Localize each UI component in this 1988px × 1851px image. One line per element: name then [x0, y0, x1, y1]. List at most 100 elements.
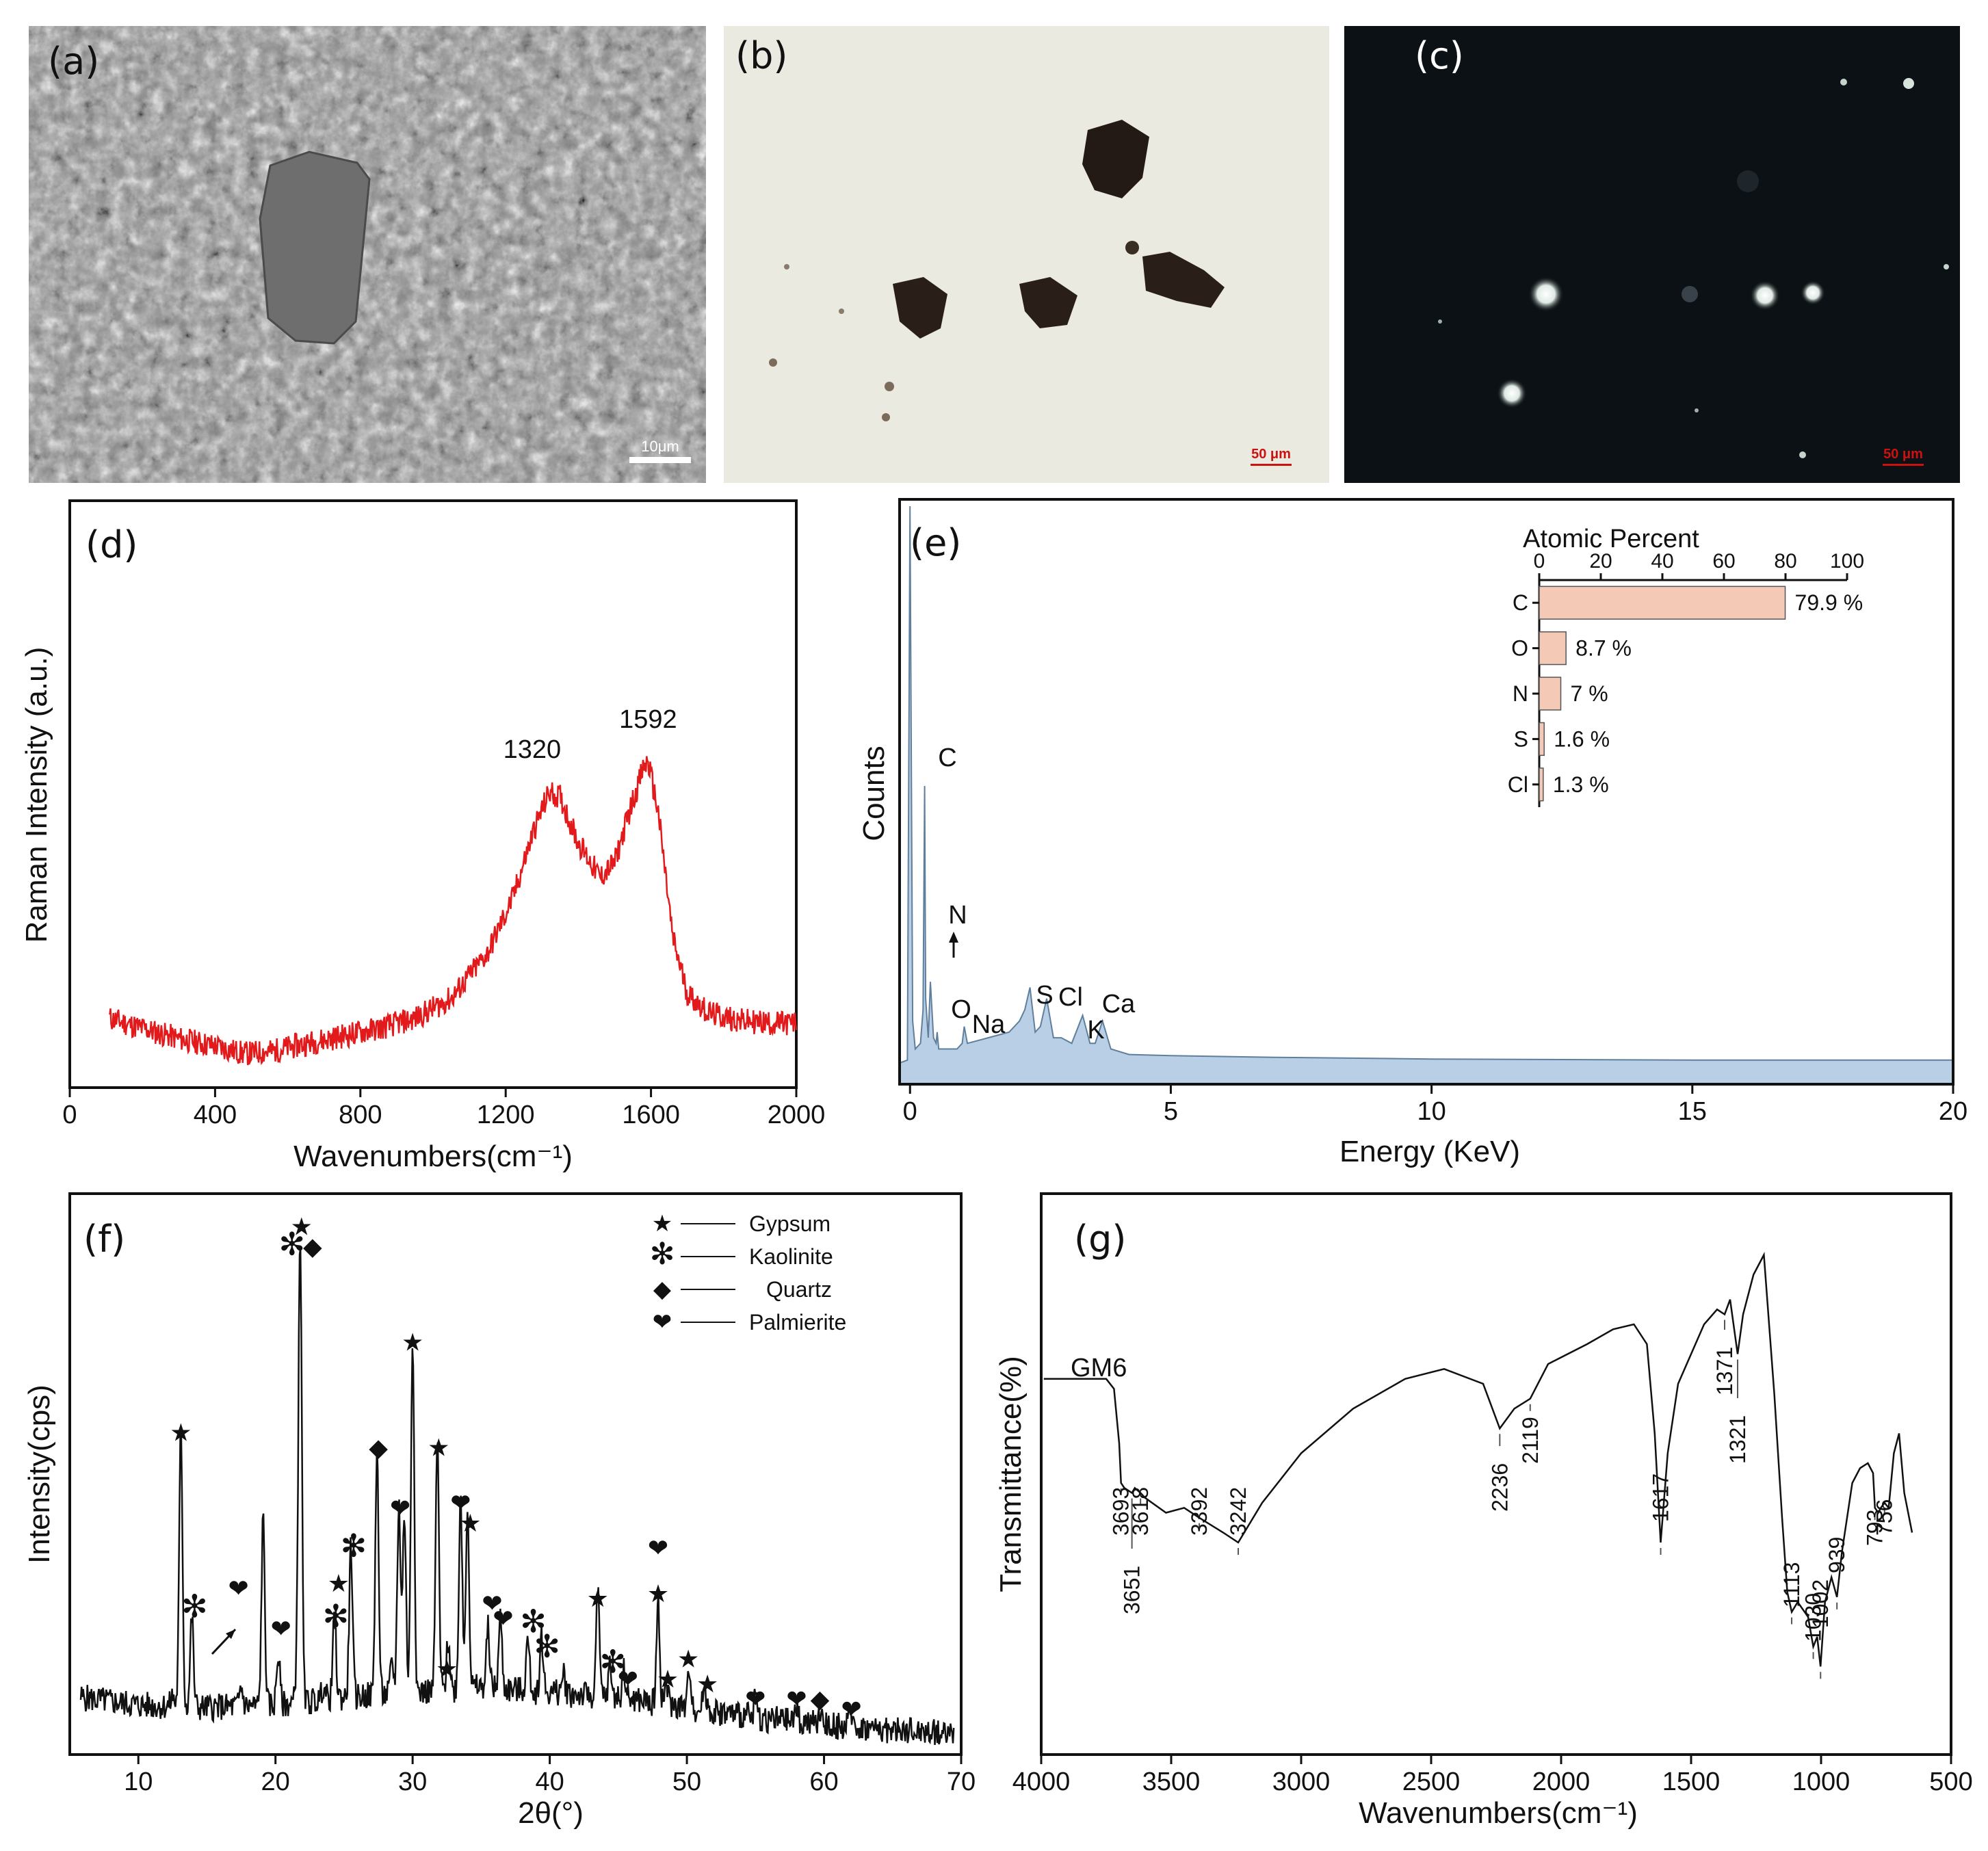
xrd-phase-marker: ★: [459, 1510, 481, 1538]
xrd-phase-marker: ★: [402, 1328, 423, 1356]
ftir-x-axis-label: Wavenumbers(cm⁻¹): [1359, 1796, 1638, 1830]
eds-x-tick-label: 0: [903, 1097, 917, 1126]
eds-n-arrow-head: [949, 932, 958, 943]
xrd-phase-marker: ★: [328, 1570, 350, 1598]
xrd-x-tick-label: 40: [535, 1768, 564, 1796]
ftir-peak-label: 2119: [1518, 1417, 1543, 1464]
raman-x-axis-label: Wavenumbers(cm⁻¹): [293, 1140, 573, 1173]
eds-inset-bar-chart: Atomic Percent 0 20 40 60 80 100 C 79.9 % O 8.7 %…: [1508, 525, 1864, 807]
xrd-phase-marker: ✻: [278, 1226, 305, 1263]
chart-ftir: (g) 4000 3500 3000 2500 2000 1500 1000 500 GM6 …: [994, 1192, 1973, 1830]
inset-tick-label: 40: [1651, 550, 1673, 573]
particle: [1019, 277, 1077, 328]
xrd-phase-marker: ❤: [271, 1615, 291, 1643]
panel-e-label: (e): [910, 521, 961, 564]
inset-value-label: 1.3 %: [1553, 772, 1609, 797]
inset-bar-s: [1539, 722, 1545, 757]
ftir-x-tick-label: 3000: [1272, 1768, 1331, 1796]
xrd-y-axis-label: Intensity(cps): [23, 1384, 56, 1564]
xrd-phase-marker: ★: [677, 1645, 699, 1673]
xrd-legend-symbol: ◆: [653, 1276, 672, 1303]
ftir-peak-label: 793: [1863, 1510, 1887, 1546]
inset-bar-c: [1539, 586, 1786, 620]
eds-element-label: Ca: [1102, 990, 1136, 1019]
inset-category-label: C: [1513, 590, 1528, 615]
xrd-x-tick-label: 20: [261, 1768, 290, 1796]
eds-y-axis-label: Counts: [857, 746, 891, 841]
eds-x-axis-label: Energy (KeV): [1339, 1135, 1520, 1168]
particle: [893, 277, 947, 339]
raman-plot-frame: [68, 499, 798, 1089]
ftir-peak-label: 1321: [1725, 1415, 1750, 1464]
inset-bar-n: [1539, 677, 1562, 711]
eds-element-label: Cl: [1058, 983, 1083, 1012]
inset-tick-label: 100: [1830, 550, 1864, 573]
xrd-legend-symbol: ❤: [653, 1309, 672, 1336]
eds-element-label: C: [938, 744, 956, 772]
xrd-phase-marker: ❤: [745, 1685, 766, 1714]
xrd-phase-marker: ◆: [811, 1685, 830, 1714]
eds-x-tick-label: 15: [1678, 1097, 1707, 1126]
raman-peak-label: 1592: [619, 705, 677, 734]
ftir-peak-label: 1030: [1801, 1593, 1826, 1642]
xrd-phase-marker: ❤: [228, 1575, 248, 1603]
ftir-peak-label: 3392: [1187, 1487, 1212, 1536]
xrd-phase-marker: ✻: [341, 1527, 367, 1564]
optical-c-scalebar: [1883, 464, 1924, 466]
xrd-phase-marker: ✻: [181, 1588, 208, 1625]
ftir-x-tick-label: 2000: [1532, 1768, 1591, 1796]
xrd-x-tick-label: 50: [672, 1768, 701, 1796]
inset-tick-label: 80: [1774, 550, 1796, 573]
raman-peak-label: 1320: [503, 735, 562, 764]
ftir-y-axis-label: Transmittance(%): [994, 1356, 1028, 1592]
bright-grain: [1799, 451, 1806, 458]
bright-grain: [1944, 264, 1949, 270]
particle: [885, 382, 894, 391]
ftir-peak-label: 1617: [1649, 1473, 1673, 1522]
ftir-series-name: GM6: [1071, 1354, 1127, 1382]
chart-raman: (d) 0 400 800 1200 1600 2000 1320 1592 Wavenum…: [20, 499, 825, 1173]
ftir-spectrum-line: [1043, 1252, 1913, 1667]
bright-grain: [1840, 79, 1847, 86]
optical-b-scalebar: [1251, 464, 1292, 466]
inset-title: Atomic Percent: [1523, 525, 1699, 553]
particle: [1125, 241, 1139, 254]
xrd-legend-label: Quartz: [766, 1277, 832, 1302]
bright-grain: [1438, 319, 1442, 324]
sem-scalebar: [629, 457, 691, 463]
xrd-phase-marker: ❤: [648, 1535, 668, 1563]
ftir-peak-label: 939: [1824, 1537, 1849, 1573]
ftir-peak-label: 2236: [1487, 1463, 1512, 1512]
inset-category-label: S: [1514, 726, 1528, 751]
ftir-plot-frame: [1040, 1192, 1952, 1756]
xrd-phase-marker: ◆: [369, 1434, 388, 1462]
sem-scalebar-label: 10μm: [641, 438, 679, 455]
ftir-peak-label: 1371: [1712, 1347, 1737, 1395]
xrd-x-tick-label: 10: [124, 1768, 153, 1796]
ftir-peak-label: 1002: [1808, 1579, 1833, 1628]
eds-x-tick-label: 10: [1417, 1097, 1446, 1126]
raman-spectrum-line: [109, 756, 798, 1066]
ftir-x-tick-label: 500: [1929, 1768, 1972, 1796]
particle: [784, 264, 789, 270]
panel-c-label: (c): [1415, 34, 1464, 77]
particle: [1082, 120, 1149, 198]
panel-b-label: (b): [735, 34, 787, 77]
xrd-phase-marker: ✻: [534, 1628, 560, 1665]
eds-element-label: Na: [972, 1010, 1006, 1039]
ftir-x-tick-label: 2500: [1402, 1768, 1461, 1796]
xrd-phase-marker: ❤: [618, 1666, 638, 1694]
optical-image-bright: [724, 26, 1329, 483]
ftir-peak-label: 1113: [1779, 1562, 1804, 1607]
xrd-legend-label: Kaolinite: [749, 1244, 833, 1269]
xrd-legend: ★ Gypsum ✻ Kaolinite ◆ Quartz ❤ Palmierite: [650, 1210, 847, 1336]
dim-grain: [1737, 170, 1759, 192]
sem-texture: [29, 26, 706, 483]
raman-x-tick-label: 0: [62, 1101, 77, 1129]
inset-category-label: N: [1513, 681, 1528, 706]
xrd-phase-marker: ✻: [520, 1603, 547, 1640]
bright-grain: [1497, 378, 1527, 408]
xrd-phase-marker: ★: [428, 1434, 449, 1462]
